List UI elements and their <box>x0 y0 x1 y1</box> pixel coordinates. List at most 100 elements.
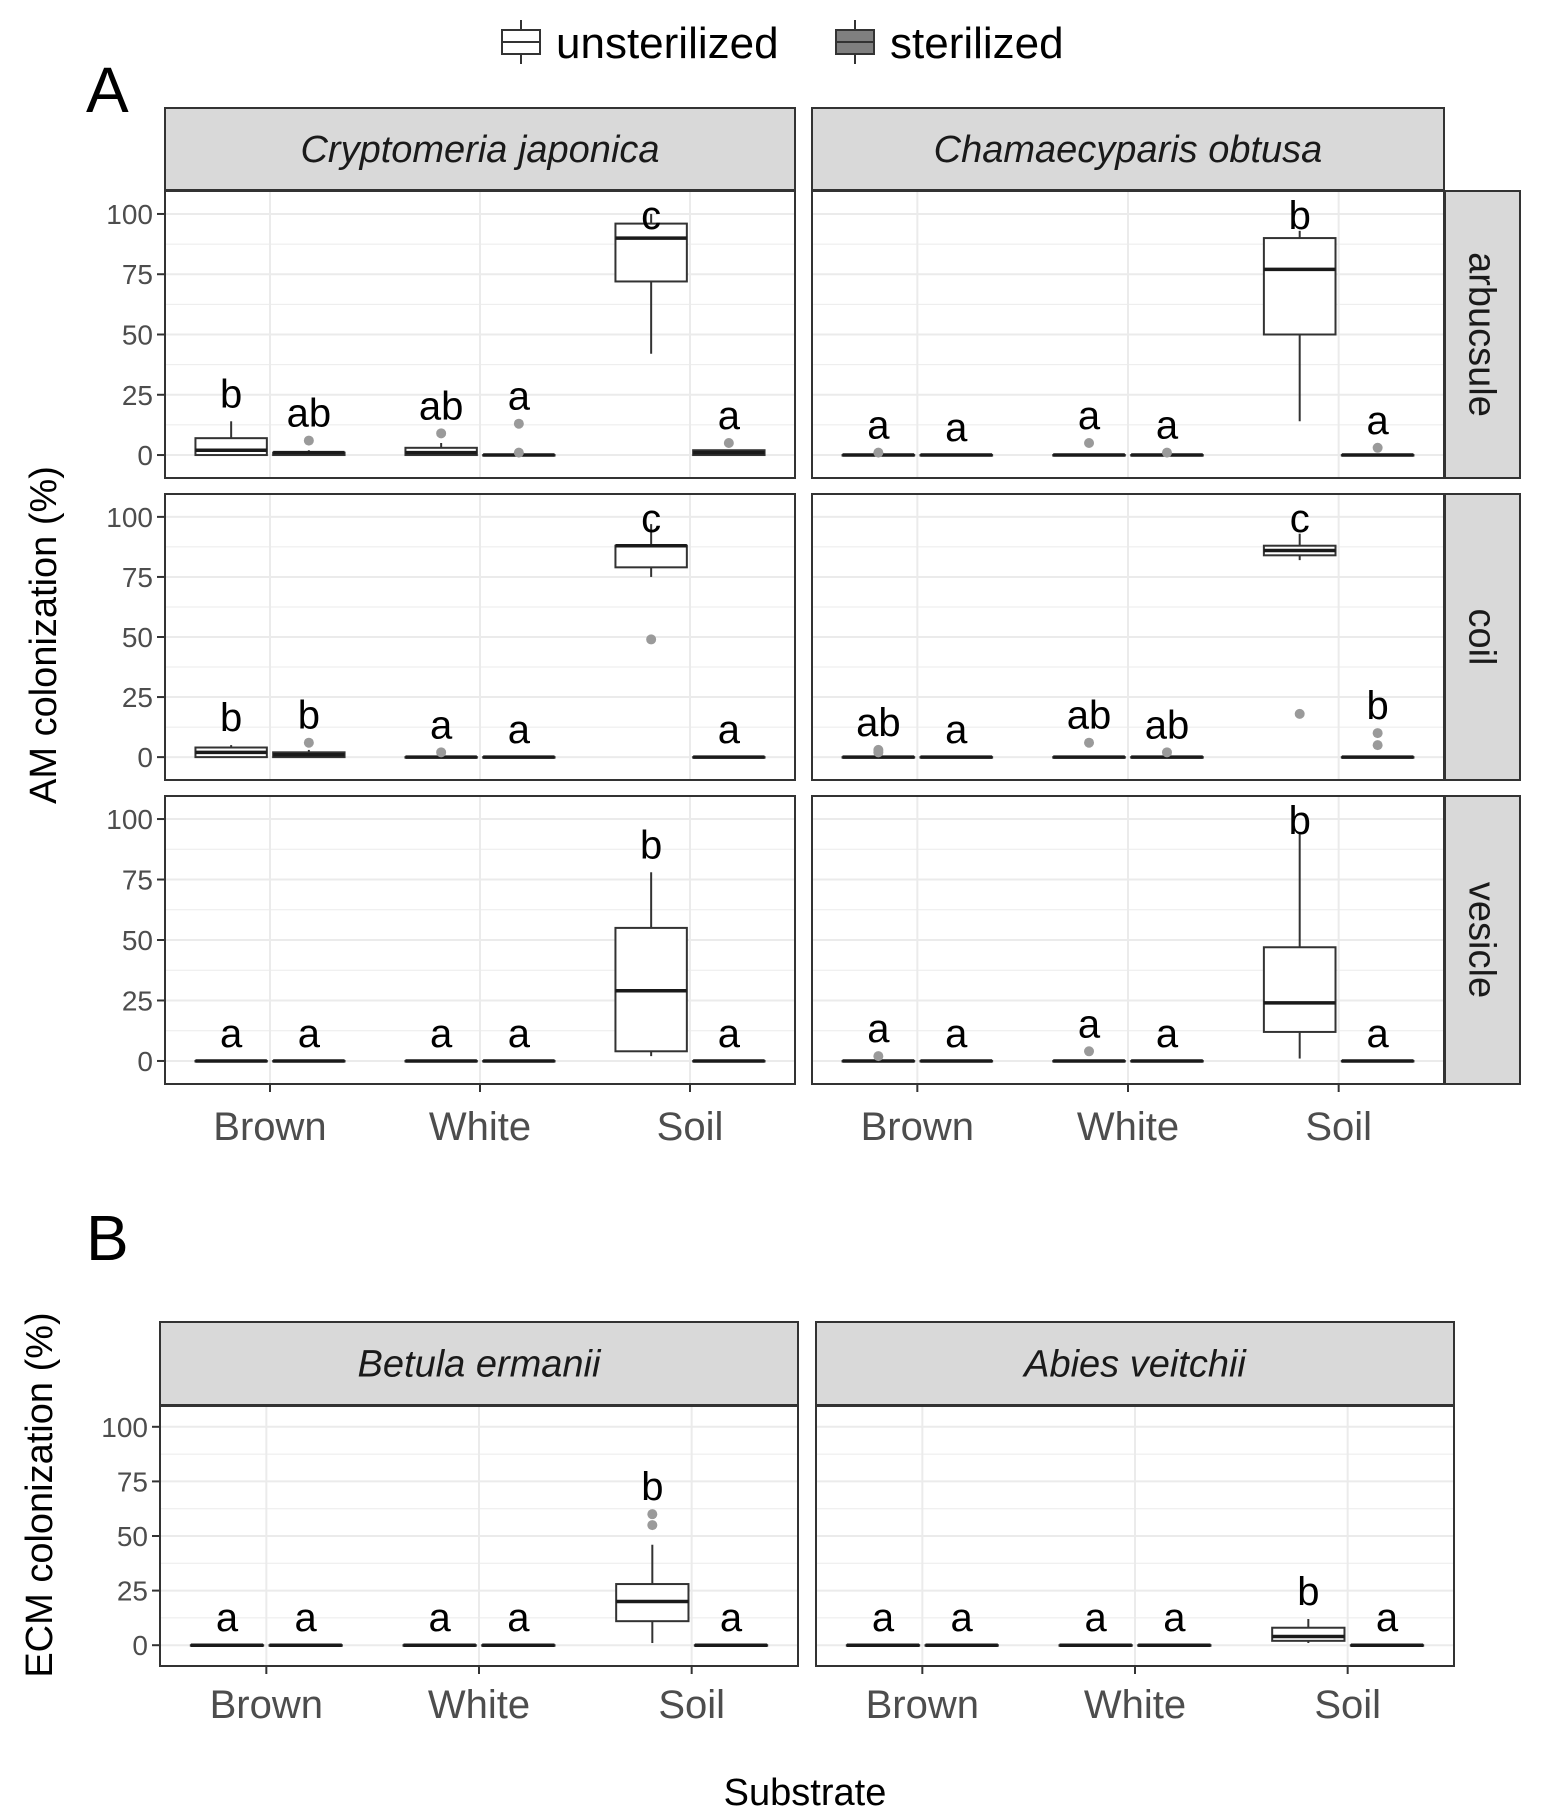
box-body <box>1271 1626 1346 1642</box>
significance-letter: a <box>1376 1596 1399 1640</box>
significance-letter: a <box>508 375 531 419</box>
significance-letter: b <box>220 372 242 416</box>
y-tick-label: 100 <box>106 804 153 835</box>
significance-letter: a <box>1078 394 1101 438</box>
x-tick-label-brown: Brown <box>861 1105 974 1149</box>
significance-letter: b <box>1289 799 1311 843</box>
significance-letter: a <box>298 1012 321 1056</box>
row-strip-label-arbucsule: arbucsule <box>1461 252 1503 417</box>
significance-letter: a <box>508 1012 531 1056</box>
box-soil-unsterilized: c <box>614 194 688 354</box>
legend-label-unsterilized: unsterilized <box>556 19 779 68</box>
significance-letter: a <box>945 708 968 752</box>
y-tick-label: 25 <box>122 682 153 713</box>
panel-chamaecyparis-obtusa-vesicle: a a a a b a <box>811 795 1445 1085</box>
outlier-point <box>1372 740 1383 751</box>
significance-letter: b <box>298 694 320 738</box>
outlier-point <box>513 418 524 429</box>
outlier-point <box>303 435 314 446</box>
significance-letter: b <box>1297 1570 1319 1614</box>
strip-label-betula-ermanii: Betula ermanii <box>358 1344 602 1386</box>
strip-betula-ermanii <box>159 1321 799 1406</box>
strip-label-cryptomeria-japonica: Cryptomeria japonica <box>300 129 659 171</box>
significance-letter: ab <box>1145 703 1190 747</box>
y-tick-label: 100 <box>106 502 153 533</box>
significance-letter: a <box>1156 1012 1179 1056</box>
panel-border <box>164 190 796 479</box>
panel-border <box>811 493 1445 781</box>
significance-letter: b <box>1289 194 1311 238</box>
panel-betula-ermanii: a a a a b a <box>159 1405 799 1667</box>
significance-letter: b <box>641 1465 663 1509</box>
box-brown-unsterilized: a <box>189 1596 265 1647</box>
y-tick-label: 25 <box>122 380 153 411</box>
significance-letter: b <box>220 696 242 740</box>
y-tick-label: 25 <box>117 1576 148 1607</box>
panel-cryptomeria-japonica-coil: b b a a c a <box>164 493 796 781</box>
x-axis-title: Substrate <box>724 1772 887 1814</box>
box-soil-sterilized: a <box>692 1012 766 1063</box>
box-white-sterilized: a <box>1137 1596 1212 1647</box>
strip-label-chamaecyparis-obtusa: Chamaecyparis obtusa <box>934 129 1323 171</box>
plot-area: Cryptomeria japonica Chamaecyparis obtusa… <box>101 107 1521 1727</box>
outlier-point <box>873 744 884 755</box>
box-white-sterilized: a <box>1130 1012 1204 1063</box>
box-brown-sterilized: a <box>919 406 994 457</box>
significance-letter: a <box>1367 399 1390 443</box>
box-brown-unsterilized: a <box>841 1007 916 1063</box>
box-soil-sterilized: a <box>692 708 766 759</box>
y-axis-title-ecm: ECM colonization (%) <box>19 1312 61 1677</box>
y-tick-label: 50 <box>122 925 153 956</box>
box-white-sterilized: a <box>482 708 556 759</box>
outlier-point <box>873 1051 884 1062</box>
row-strip-coil <box>1444 493 1521 781</box>
strip-cryptomeria-japonica <box>164 107 796 191</box>
box-white-sterilized: a <box>481 1596 556 1647</box>
significance-letter: a <box>508 708 531 752</box>
box-white-unsterilized: a <box>1052 1002 1126 1063</box>
y-tick-label: 50 <box>122 320 153 351</box>
box-brown-sterilized: a <box>919 1012 994 1063</box>
y-tick-label: 50 <box>117 1521 148 1552</box>
y-axis-title-am: AM colonization (%) <box>23 466 65 804</box>
x-tick-label-soil: Soil <box>1305 1105 1372 1149</box>
significance-letter: a <box>507 1596 530 1640</box>
box-white-unsterilized: a <box>402 1596 477 1647</box>
y-tick-label: 75 <box>117 1466 148 1497</box>
significance-letter: ab <box>287 392 332 436</box>
outlier-point <box>1161 747 1172 758</box>
significance-letter: a <box>867 404 890 448</box>
row-strip-label-coil: coil <box>1461 608 1503 665</box>
box-brown-unsterilized: b <box>194 372 268 457</box>
box-soil-unsterilized: c <box>1262 497 1337 719</box>
outlier-point <box>513 447 524 458</box>
box-white-unsterilized: ab <box>1052 694 1126 759</box>
significance-letter: a <box>295 1596 318 1640</box>
box-white-sterilized: a <box>482 1012 556 1063</box>
panel-chamaecyparis-obtusa-arbucsule: a a a a b a <box>811 190 1445 479</box>
outlier-point <box>436 428 447 439</box>
box-soil-unsterilized: b <box>1262 799 1337 1059</box>
significance-letter: ab <box>419 384 464 428</box>
y-tick-label: 50 <box>122 622 153 653</box>
outlier-point <box>1372 442 1383 453</box>
significance-letter: ab <box>856 701 901 745</box>
box-body <box>1262 946 1337 1033</box>
outlier-point <box>1372 728 1383 739</box>
x-tick-label-soil: Soil <box>1314 1683 1381 1727</box>
significance-letter: a <box>1367 1012 1390 1056</box>
box-brown-sterilized: ab <box>272 392 346 457</box>
significance-letter: b <box>1367 684 1389 728</box>
box-white-unsterilized: a <box>404 1012 478 1063</box>
significance-letter: a <box>945 406 968 450</box>
x-tick-label-soil: Soil <box>657 1105 724 1149</box>
x-tick-label-brown: Brown <box>866 1683 979 1727</box>
legend: unsterilized sterilized <box>501 19 1064 68</box>
x-tick-label-brown: Brown <box>213 1105 326 1149</box>
row-strip-vesicle <box>1444 795 1521 1085</box>
y-tick-label: 100 <box>106 199 153 230</box>
significance-letter: a <box>951 1596 974 1640</box>
